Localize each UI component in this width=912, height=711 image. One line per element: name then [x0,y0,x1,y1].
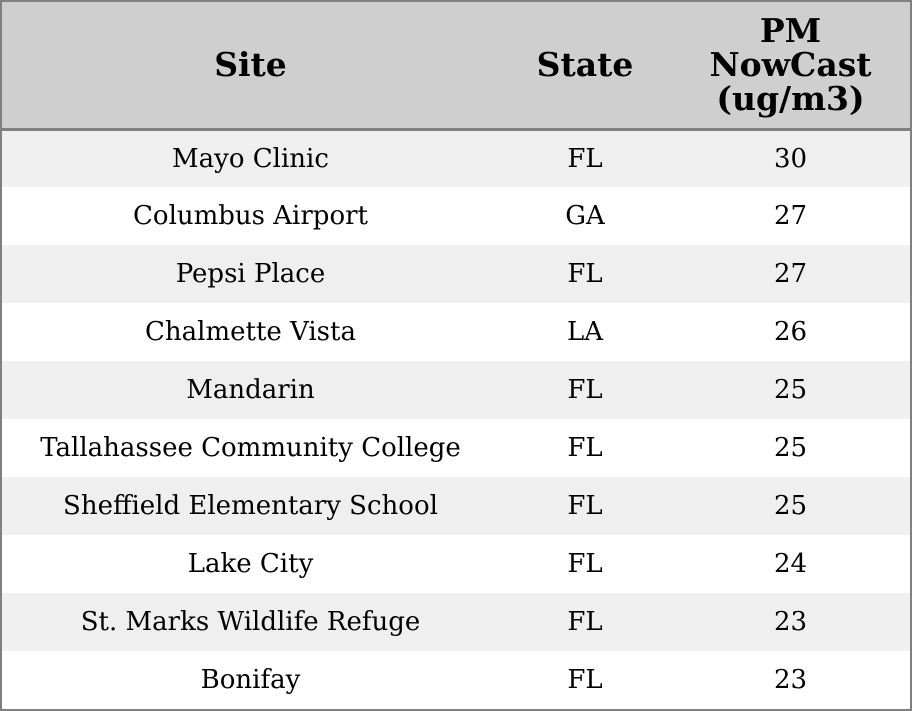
cell-state: FL [567,491,603,521]
cell-state: FL [567,259,603,289]
cell-site: St. Marks Wildlife Refuge [80,607,421,637]
table-row: Tallahassee Community College FL 25 [2,419,910,477]
cell-pm: 25 [773,375,808,405]
cell-state: FL [567,375,603,405]
header-row: Site State PM NowCast (ug/m3) [2,2,910,131]
cell-site: Tallahassee Community College [40,433,461,463]
table-row: Pepsi Place FL 27 [2,245,910,303]
column-header-site: Site [2,2,499,131]
table-row: Lake City FL 24 [2,535,910,593]
cell-pm: 23 [773,607,808,637]
table-row: Columbus Airport GA 27 [2,187,910,245]
table-row: Chalmette Vista LA 26 [2,303,910,361]
table-row: Mayo Clinic FL 30 [2,129,910,187]
table-row: Bonifay FL 23 [2,651,910,709]
cell-state: FL [567,607,603,637]
cell-state: GA [565,201,605,231]
cell-site: Sheffield Elementary School [63,491,438,521]
cell-site: Bonifay [200,665,301,695]
cell-pm: 25 [773,433,808,463]
cell-site: Mandarin [186,375,315,405]
table-body: Mayo Clinic FL 30 Columbus Airport GA 27… [2,129,910,709]
cell-site: Mayo Clinic [172,143,329,174]
header-pm-line-3: (ug/m3) [716,78,865,118]
header-pm-line-2: NowCast [709,44,872,84]
cell-site: Pepsi Place [175,259,326,289]
cell-state: FL [567,143,603,174]
cell-pm: 23 [773,665,808,695]
cell-state: FL [567,549,603,579]
column-header-state: State [499,2,671,131]
cell-pm: 24 [773,549,808,579]
cell-state: LA [566,317,604,347]
header-site-line: Site [214,44,287,84]
header-state-line: State [536,44,634,84]
header-pm-line-1: PM [759,10,822,50]
table-row: Mandarin FL 25 [2,361,910,419]
cell-site: Lake City [187,549,314,579]
table-header: Site State PM NowCast (ug/m3) [2,2,910,131]
cell-state: FL [567,665,603,695]
cell-state: FL [567,433,603,463]
cell-pm: 30 [773,143,808,174]
cell-site: Chalmette Vista [145,317,356,347]
cell-pm: 25 [773,491,808,521]
cell-site: Columbus Airport [133,201,368,231]
cell-pm: 27 [773,201,808,231]
cell-pm: 26 [773,317,808,347]
table-row: St. Marks Wildlife Refuge FL 23 [2,593,910,651]
column-header-pm-nowcast: PM NowCast (ug/m3) [671,2,910,131]
table-row: Sheffield Elementary School FL 25 [2,477,910,535]
cell-pm: 27 [773,259,808,289]
